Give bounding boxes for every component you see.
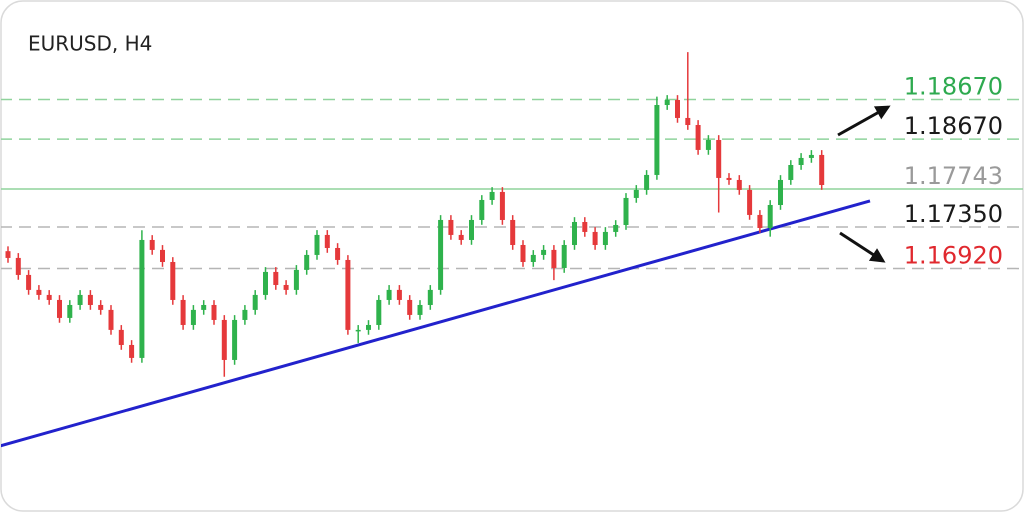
candle-body (129, 344, 135, 358)
candle-body (757, 214, 763, 228)
candle-body (118, 329, 124, 345)
candle-body (644, 174, 650, 190)
candle-body (469, 219, 474, 240)
candle-body (36, 289, 42, 295)
candle-body (561, 244, 567, 268)
candle-body (98, 304, 104, 310)
candle-body (87, 294, 93, 305)
candle-body (149, 239, 155, 250)
candle-body (808, 154, 814, 158)
candle-body (716, 139, 722, 178)
candle-body (26, 274, 32, 290)
level-label: 1.16920 (904, 242, 1003, 270)
candle-body (407, 299, 413, 315)
candle-body (427, 289, 433, 305)
candle-body (592, 231, 598, 245)
candle-body (664, 99, 670, 106)
candle-body (314, 234, 320, 255)
candle-body (510, 219, 516, 245)
candle-body (788, 164, 794, 180)
candle-body (726, 177, 732, 180)
chart-title: EURUSD, H4 (28, 32, 152, 56)
candle-body (57, 299, 62, 318)
candle-body (695, 125, 701, 150)
candle-body (530, 254, 536, 262)
candle-body (221, 319, 227, 360)
candle-body (438, 219, 444, 290)
candle-body (386, 289, 392, 300)
level-label: 1.17350 (904, 200, 1003, 228)
candle-body (551, 249, 557, 268)
candle-body (283, 284, 289, 290)
candle-body (613, 224, 619, 232)
candle-body (520, 244, 526, 262)
candle-body (582, 221, 588, 232)
candle-body (778, 179, 783, 205)
candle-body (15, 257, 21, 275)
candle-body (190, 309, 196, 325)
level-label: 1.17743 (904, 162, 1003, 190)
level-label: 1.18670 (904, 73, 1003, 101)
arrow-up (837, 105, 891, 137)
candle-body (201, 304, 207, 310)
candle-body (366, 324, 371, 330)
candle-body (273, 271, 279, 285)
candle-body (572, 221, 577, 245)
candle-body (139, 239, 145, 358)
candle-body (304, 254, 310, 270)
candle-body (252, 294, 258, 310)
candle-body (263, 271, 268, 295)
candle-body (499, 191, 505, 220)
candle-body (541, 249, 547, 255)
candle-body (335, 247, 341, 260)
candle-body (242, 309, 248, 320)
candle-body (160, 249, 165, 262)
candle-body (293, 269, 299, 290)
candle-body (417, 304, 423, 315)
candle-body (376, 299, 382, 325)
trendline (1, 199, 871, 448)
candle-body (77, 294, 83, 305)
candle-body (458, 234, 464, 240)
candle-body (448, 219, 454, 235)
candle-body (211, 304, 217, 320)
candle-body (108, 309, 114, 330)
candle-body (623, 197, 629, 225)
candle-body (705, 139, 711, 150)
candle-body (324, 234, 330, 248)
candle-body (5, 251, 11, 258)
level-label: 1.18670 (904, 112, 1003, 140)
candle-body (819, 154, 825, 185)
candle-body (67, 304, 73, 318)
candle-body (675, 99, 680, 118)
candle-body (396, 289, 402, 300)
candle-body (170, 261, 176, 300)
candle-body (180, 299, 186, 325)
candle-body (489, 191, 495, 200)
candle-body (345, 259, 351, 330)
candle-body (767, 204, 773, 228)
candle-body (736, 179, 742, 190)
candle-body (654, 105, 660, 175)
candle-body (355, 329, 361, 332)
plot-area (1, 52, 1023, 448)
arrow-down (839, 231, 886, 263)
candle-body (633, 189, 639, 198)
candle-body (602, 231, 608, 245)
candle-body (479, 199, 485, 220)
candle-body (232, 319, 238, 360)
candle-body (685, 117, 691, 126)
candle-body (798, 157, 804, 165)
candle-body (747, 189, 753, 215)
candle-body (46, 294, 52, 300)
